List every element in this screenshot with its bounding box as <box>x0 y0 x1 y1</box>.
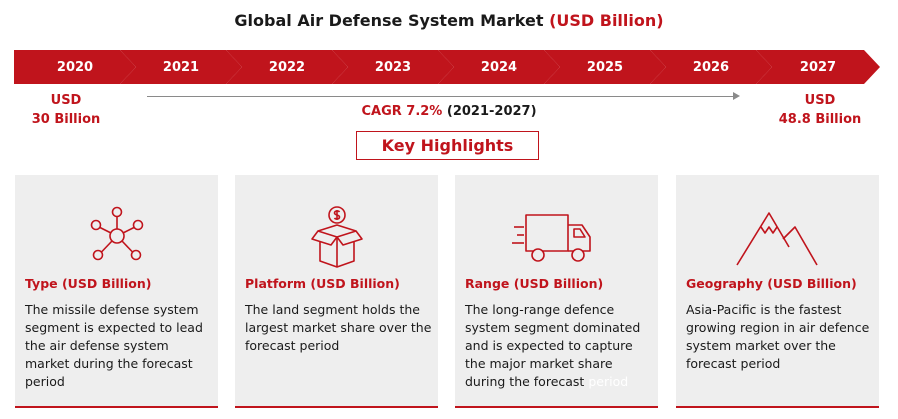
money-box-icon <box>235 203 438 269</box>
card-description-text: The long-range defence system segment do… <box>465 302 641 389</box>
arrow-head-icon <box>733 92 740 100</box>
start-value-line1: USD <box>50 93 82 108</box>
year-chevron: 2027 <box>756 50 880 84</box>
card-title: Platform (USD Billion) <box>245 276 400 291</box>
highlight-card-platform: Platform (USD Billion) The land segment … <box>235 175 438 408</box>
highlight-card-range: Range (USD Billion) The long-range defen… <box>455 175 658 408</box>
page-title: Global Air Defense System Market (USD Bi… <box>0 11 898 30</box>
year-timeline: 2020 2021 2022 2023 2024 2025 2026 2027 <box>14 50 880 84</box>
cagr-text: CAGR 7.2% (2021-2027) <box>0 104 898 119</box>
key-highlights-label: Key Highlights <box>356 131 539 160</box>
end-value: USD 48.8 Billion <box>772 91 868 129</box>
year-chevron: 2022 <box>226 50 348 84</box>
title-unit: (USD Billion) <box>549 11 664 30</box>
card-title: Geography (USD Billion) <box>686 276 857 291</box>
mountains-icon <box>676 203 879 269</box>
year-chevron: 2023 <box>332 50 454 84</box>
start-value: USD 30 Billion <box>20 91 112 129</box>
growth-arrow-line <box>147 96 735 97</box>
year-chevron: 2025 <box>544 50 666 84</box>
card-description: Asia-Pacific is the fastest growing regi… <box>686 302 870 371</box>
card-description-tail: period <box>588 374 629 389</box>
year-chevron: 2021 <box>120 50 242 84</box>
card-title: Type (USD Billion) <box>25 276 152 291</box>
delivery-truck-icon <box>455 203 658 269</box>
end-value-line1: USD <box>804 93 836 108</box>
card-description: The missile defense system segment is ex… <box>25 302 203 389</box>
year-chevron: 2020 <box>14 50 136 84</box>
card-title: Range (USD Billion) <box>465 276 604 291</box>
year-chevron: 2024 <box>438 50 560 84</box>
card-description: The land segment holds the largest marke… <box>245 302 432 353</box>
network-hub-icon <box>15 203 218 269</box>
end-value-line2: 48.8 Billion <box>778 112 862 127</box>
year-chevron: 2026 <box>650 50 772 84</box>
title-text: Global Air Defense System Market <box>234 11 544 30</box>
start-value-line2: 30 Billion <box>31 112 101 127</box>
card-description: The long-range defence system segment do… <box>465 301 652 391</box>
cagr-period: (2021-2027) <box>446 104 537 119</box>
highlight-card-geography: Geography (USD Billion) Asia-Pacific is … <box>676 175 879 408</box>
highlight-card-type: Type (USD Billion) The missile defense s… <box>15 175 218 408</box>
cagr-label: CAGR 7.2% <box>361 104 443 119</box>
